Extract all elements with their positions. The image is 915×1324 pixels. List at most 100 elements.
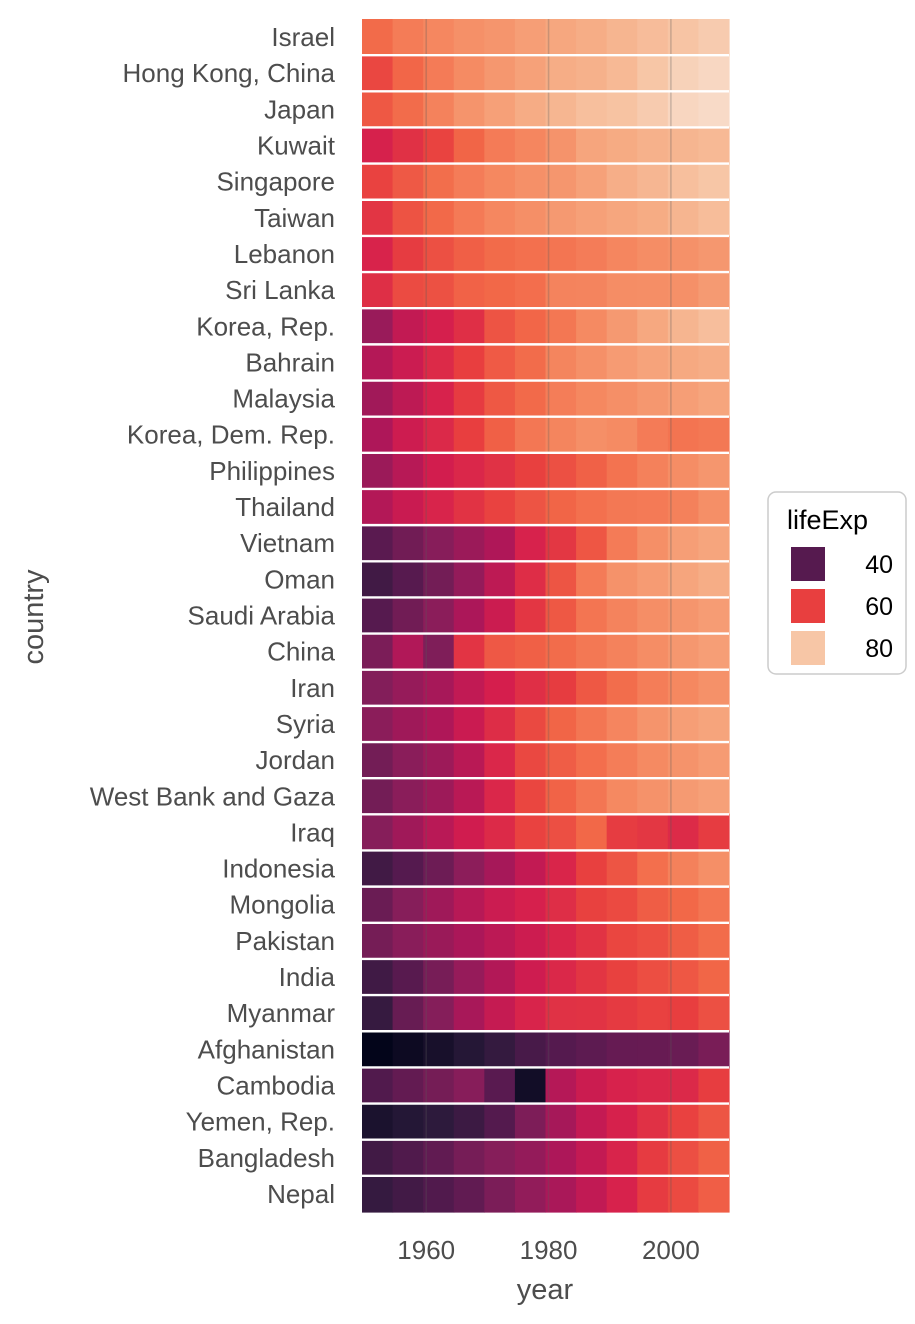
heatmap-cell [453, 163, 485, 201]
heatmap-cell [362, 272, 394, 309]
heatmap-cell [453, 55, 485, 92]
heatmap-cell [667, 705, 700, 743]
heatmap-cell [576, 19, 608, 56]
heatmap-cell [545, 778, 577, 815]
heatmap-cell [545, 1103, 577, 1141]
heatmap-cell [637, 958, 669, 996]
heatmap-cell [484, 308, 516, 345]
heatmap-cell [484, 1067, 516, 1105]
heatmap-cell [484, 452, 516, 490]
heatmap-cell [545, 886, 577, 924]
heatmap-cell [545, 922, 577, 960]
heatmap-cell [423, 850, 455, 888]
heatmap-cell [637, 1139, 669, 1177]
heatmap-cell [545, 850, 577, 888]
heatmap-cell [484, 163, 516, 201]
heatmap-cell [514, 380, 547, 418]
heatmap-cell [576, 886, 608, 924]
y-tick-label: Mongolia [229, 890, 335, 920]
heatmap-cell [576, 742, 608, 779]
heatmap-cell [576, 308, 608, 345]
heatmap-cell [545, 705, 577, 743]
heatmap-cell [545, 488, 577, 526]
heatmap-cell [545, 1175, 577, 1213]
heatmap-cell [362, 705, 394, 743]
heatmap-cell [423, 597, 455, 635]
heatmap-cell [576, 1139, 608, 1177]
heatmap-cell [667, 561, 700, 599]
legend-swatch [791, 547, 825, 581]
heatmap-cell [392, 922, 424, 960]
heatmap-cell [392, 308, 424, 345]
heatmap-cell [606, 235, 638, 273]
heatmap-cell [667, 127, 700, 165]
heatmap-cell [667, 1139, 700, 1177]
x-tick-label: 2000 [642, 1235, 700, 1265]
y-tick-label: Afghanistan [198, 1034, 335, 1064]
heatmap-cell [362, 1139, 394, 1177]
heatmap-cell [423, 452, 455, 490]
heatmap-cell [423, 235, 455, 273]
heatmap-cell [484, 488, 516, 526]
y-tick-label: Sri Lanka [225, 275, 335, 305]
heatmap-cell [606, 886, 638, 924]
heatmap-cell [545, 91, 577, 129]
heatmap-cell [606, 416, 638, 454]
heatmap-cell [423, 742, 455, 779]
heatmap-cell [667, 163, 700, 201]
heatmap-cell [423, 416, 455, 454]
heatmap-cell [514, 597, 547, 635]
heatmap-cell [514, 850, 547, 888]
heatmap-cell [514, 344, 547, 382]
heatmap-cell [392, 272, 424, 309]
heatmap-cell [606, 91, 638, 129]
heatmap-cell [545, 416, 577, 454]
heatmap-cell [576, 1067, 608, 1105]
heatmap-cell [514, 669, 547, 707]
heatmap-cell [545, 958, 577, 996]
heatmap-cell [576, 91, 608, 129]
heatmap-cell [698, 19, 730, 56]
heatmap-cell [606, 163, 638, 201]
x-axis-tick-labels: 1960 1980 2000 [397, 1235, 700, 1265]
heatmap-cell [698, 344, 730, 382]
heatmap-cell [484, 669, 516, 707]
heatmap-cell [698, 633, 730, 671]
heatmap-cell [392, 705, 424, 743]
heatmap-cell [514, 561, 547, 599]
heatmap-cell [576, 922, 608, 960]
heatmap-cell [667, 778, 700, 815]
heatmap-cell [453, 1067, 485, 1105]
heatmap-cell [484, 344, 516, 382]
heatmap-cell [576, 1103, 608, 1141]
heatmap-cell [667, 1175, 700, 1213]
heatmap-cell [362, 235, 394, 273]
heatmap-cell [362, 742, 394, 779]
heatmap-cell [576, 272, 608, 309]
heatmap-cell [362, 380, 394, 418]
heatmap-cell [698, 525, 730, 562]
heatmap-cell [576, 127, 608, 165]
heatmap-cell [514, 235, 547, 273]
y-tick-label: Jordan [256, 745, 336, 775]
heatmap-cell [698, 561, 730, 599]
heatmap-cell [453, 958, 485, 996]
heatmap-cell [362, 1031, 394, 1068]
heatmap-cell [514, 55, 547, 92]
heatmap-cell [667, 452, 700, 490]
heatmap-cell [453, 199, 485, 237]
heatmap-cell [545, 380, 577, 418]
heatmap-cell [423, 995, 455, 1032]
heatmap-cell [637, 199, 669, 237]
heatmap-cell [423, 1067, 455, 1105]
heatmap-cell [453, 416, 485, 454]
heatmap-cell [698, 1067, 730, 1105]
y-tick-label: Syria [276, 709, 336, 739]
heatmap-cell [423, 308, 455, 345]
heatmap-cell [423, 163, 455, 201]
heatmap-cell [453, 91, 485, 129]
heatmap-cell [606, 597, 638, 635]
heatmap-cell [484, 742, 516, 779]
heatmap-cell [453, 561, 485, 599]
